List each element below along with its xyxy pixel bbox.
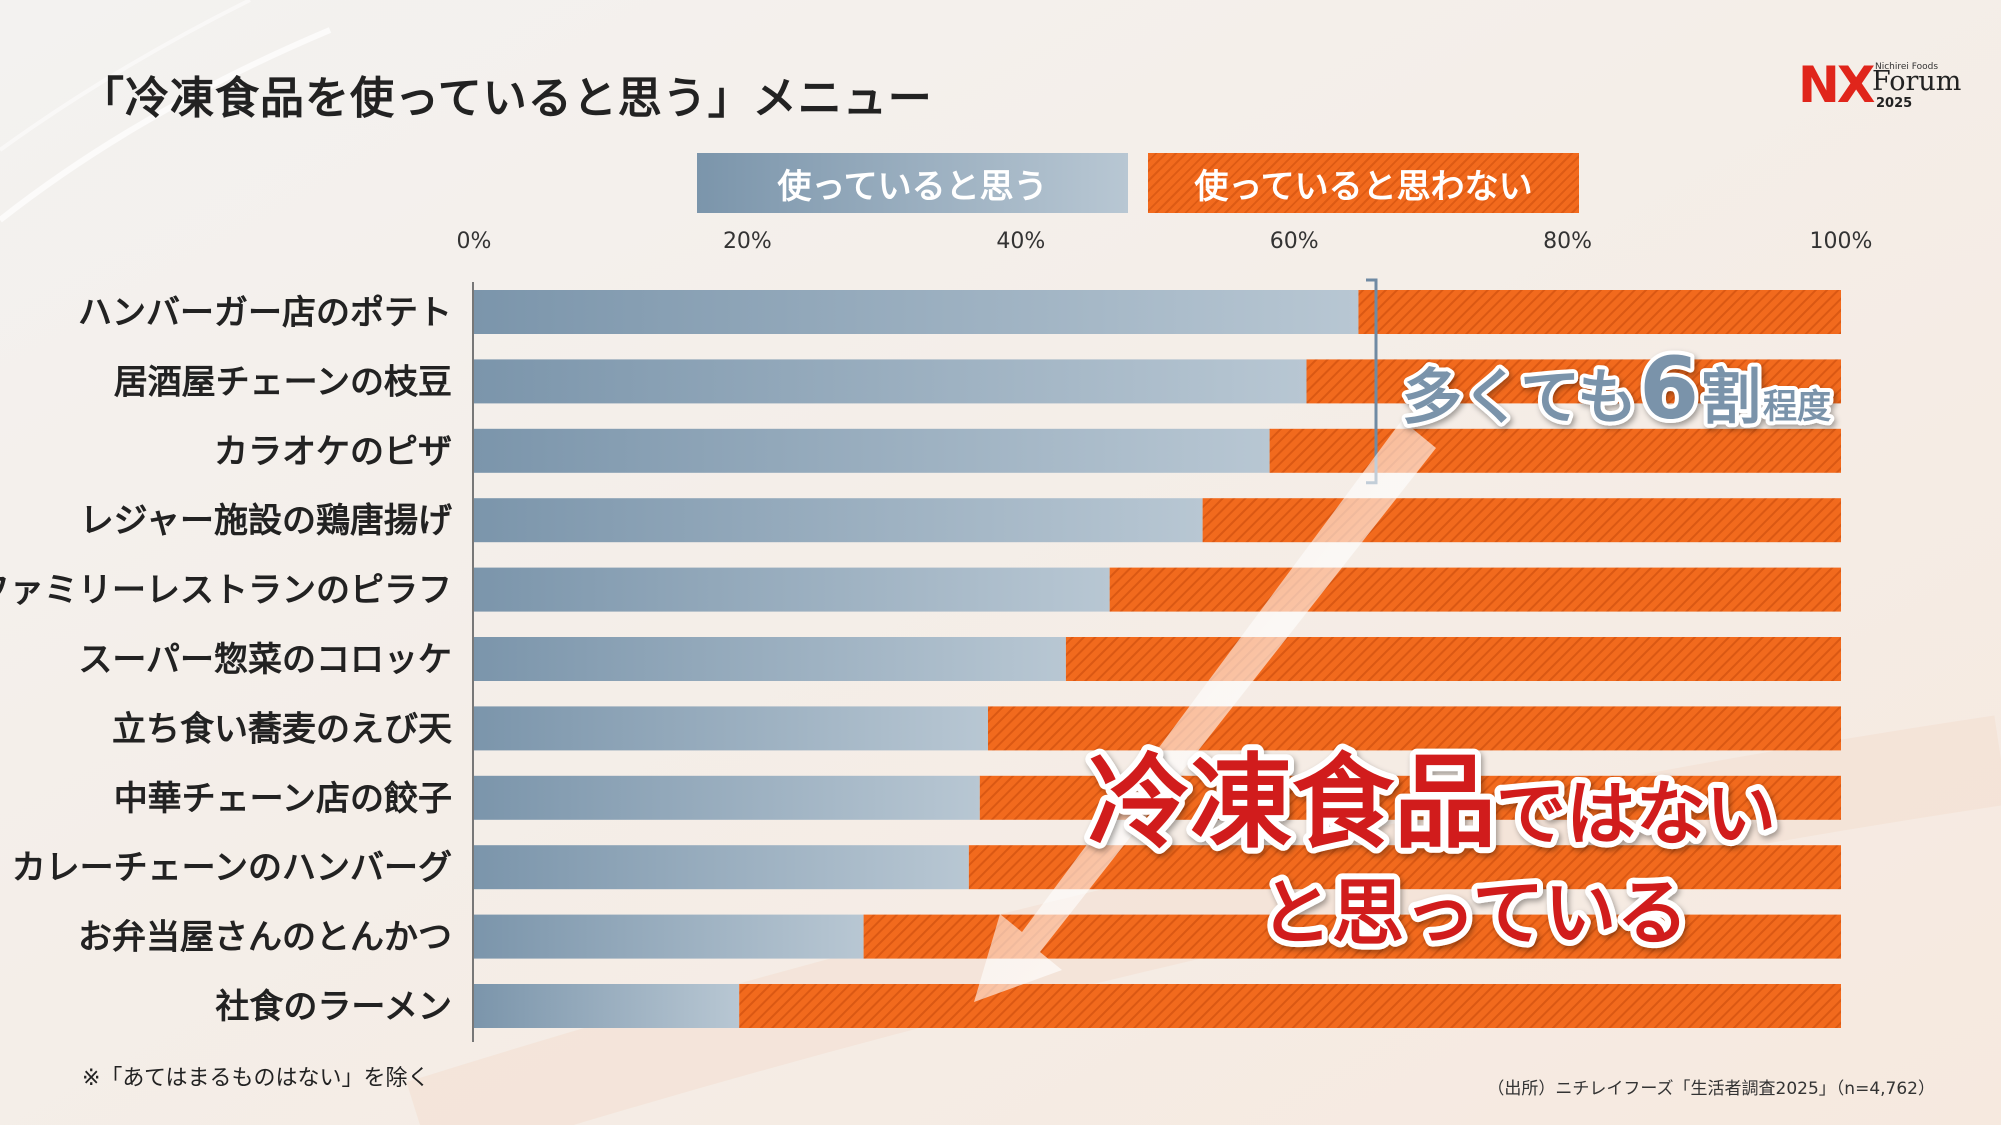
bar-not-use [1202,498,1841,543]
bar-not-use [739,984,1841,1028]
bar-use [474,428,1270,473]
x-tick-label: 60% [1270,229,1319,254]
x-tick-label: 0% [457,229,492,254]
annotation-at-most-60-part: 割 [1701,363,1761,433]
category-label: 居酒屋チェーンの枝豆 [114,362,452,402]
annotation-not-frozen: 冷凍食品ではない [1088,744,1776,863]
category-label: スーパー惣菜のコロッケ [78,640,452,680]
x-tick-label: 100% [1810,229,1873,254]
bar-use [474,359,1307,404]
bar-not-use [1358,290,1841,334]
bar-use [474,914,864,959]
bar-use [474,637,1066,681]
annotation-at-most-60-part: 程度 [1763,387,1831,427]
bar-use [474,706,988,751]
bar-use [474,984,740,1028]
bar-use [474,567,1110,612]
bar-not-use [1269,428,1841,473]
category-label: カラオケのピザ [214,432,452,472]
x-tick-label: 40% [996,229,1045,254]
bar-not-use [1065,637,1841,681]
annotation-they-think: と思っている [1260,871,1688,955]
category-label: お弁当屋さんのとんかつ [78,918,452,958]
x-tick-label: 20% [723,229,772,254]
legend-not-use: 使っていると思わない [1148,153,1579,213]
category-label: 立ち食い蕎麦のえび天 [112,709,452,749]
annotation-at-most-60: 多くても6割程度 [1402,339,1831,439]
trend-arrow [974,420,1436,1002]
bar-use [474,845,969,890]
source-note: （出所）ニチレイフーズ「生活者調査2025」（n=4,762） [1487,1079,1935,1099]
page-title: 「冷凍食品を使っていると思う」メニュー [80,73,933,124]
legend-use: 使っていると思う [697,153,1128,213]
bar-use [474,498,1203,543]
bar-not-use [1109,567,1841,612]
annotation-at-most-60-part: 6 [1639,339,1699,439]
bar-use [474,290,1359,334]
bar-not-use [1306,359,1841,404]
category-label: レジャー施設の鶏唐揚げ [80,501,452,541]
bar-not-use [987,706,1841,751]
annotation-not-frozen-part: 冷凍食品 [1088,744,1496,863]
x-tick-label: 80% [1543,229,1592,254]
bar-use [474,775,980,820]
annotation-not-frozen-part: ではない [1496,773,1776,855]
footnote: ※「あてはまるものはない」を除く [82,1066,430,1091]
category-label: ファミリーレストランのピラフ [0,571,452,611]
nx-forum-logo: NX Nichirei Foods Forum 2025 [1798,56,1962,114]
category-label: ハンバーガー店のポテト [78,293,452,333]
category-label: 社食のラーメン [215,987,452,1027]
category-label: 中華チェーン店の餃子 [114,779,452,819]
annotation-at-most-60-part: 多くても [1402,363,1637,433]
category-label: カレーチェーンのハンバーグ [12,848,452,888]
